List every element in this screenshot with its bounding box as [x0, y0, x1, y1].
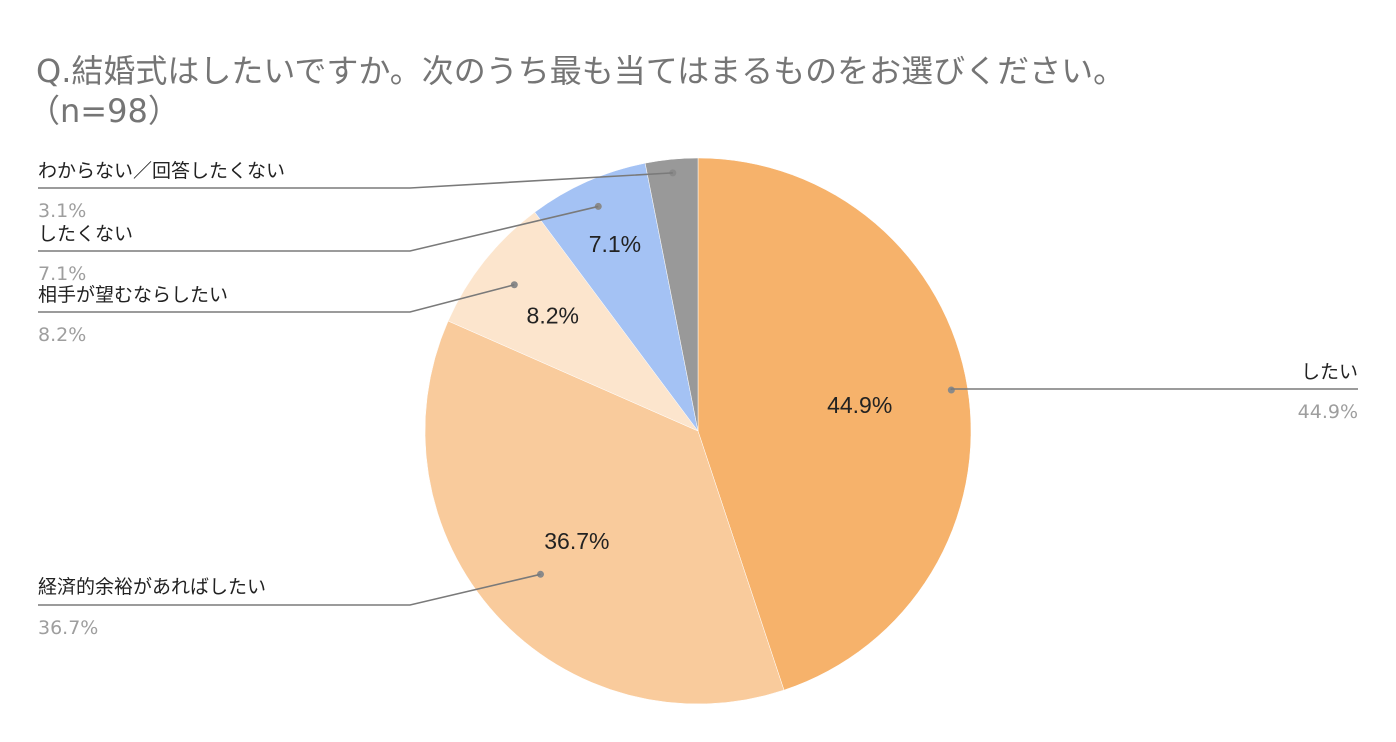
pie-slice-4 [534, 162, 699, 432]
slice-data-label-2: 36.7% [544, 528, 609, 554]
category-percent-2: 36.7% [38, 617, 98, 639]
slice-data-label-1: 44.9% [827, 392, 892, 418]
leader-line-2 [38, 573, 541, 606]
pie-slice-3 [447, 211, 699, 432]
pie-slice-2 [424, 320, 785, 705]
pie-slice-1 [697, 157, 972, 691]
category-label-4: したくない [38, 223, 133, 245]
category-percent-3: 8.2% [38, 324, 86, 346]
category-percent-5: 3.1% [38, 200, 86, 222]
category-percent-4: 7.1% [38, 263, 86, 285]
category-percent-1: 44.9% [1298, 401, 1358, 423]
leader-lines [38, 169, 1358, 606]
category-label-1: したい [1301, 361, 1358, 383]
slice-data-label-4: 7.1% [589, 231, 641, 257]
leader-line-5 [38, 172, 673, 189]
leader-line-1 [950, 388, 1358, 391]
chart-title-line1: Q.結婚式はしたいですか。次のうち最も当てはまるものをお選びください。 [36, 52, 1125, 90]
pie-slices [424, 157, 972, 705]
slice-data-label-3: 8.2% [527, 302, 579, 328]
chart-title-line2: （n=98） [28, 92, 180, 130]
category-label-2: 経済的余裕があればしたい [38, 576, 266, 598]
leader-line-3 [38, 284, 515, 313]
slice-labels: 44.9% したい 44.9% 36.7% 経済的余裕があればしたい 36.7% 8.2% 相… [38, 160, 1358, 639]
category-label-3: 相手が望むならしたい [38, 284, 228, 306]
leader-line-4 [38, 205, 599, 252]
category-label-5: わからない／回答したくない [38, 160, 285, 182]
pie-slice-5 [644, 157, 699, 432]
